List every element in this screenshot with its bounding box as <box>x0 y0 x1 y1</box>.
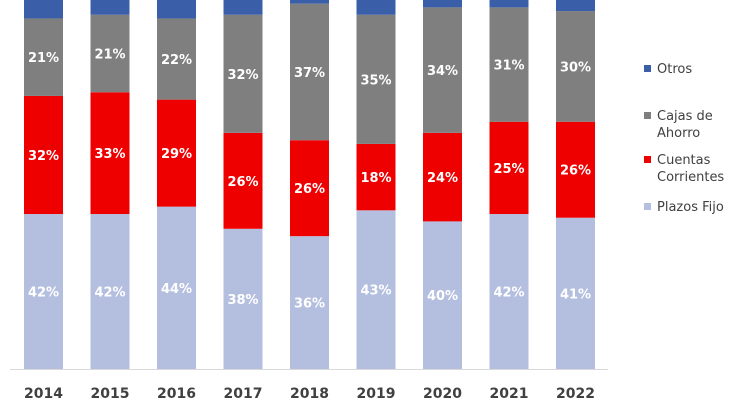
x-tick-label-2018: 2018 <box>290 386 329 402</box>
legend-swatch-cajas-de-ahorro <box>644 112 651 119</box>
data-label-cajas-de-ahorro-2015: 21% <box>94 48 125 63</box>
x-tick-label-2016: 2016 <box>157 386 196 402</box>
data-label-cajas-de-ahorro-2014: 21% <box>28 51 59 66</box>
data-label-cajas-de-ahorro-2016: 22% <box>161 53 192 68</box>
data-label-cuentas-corrientes-2016: 29% <box>161 147 192 162</box>
legend-swatch-plazos-fijo <box>644 203 651 210</box>
bar-plazos-fijo-2019 <box>356 210 396 369</box>
data-label-plazos-fijo-2017: 38% <box>227 293 258 308</box>
data-label-cuentas-corrientes-2020: 24% <box>427 171 458 186</box>
data-label-plazos-fijo-2018: 36% <box>294 297 325 312</box>
data-label-cuentas-corrientes-2022: 26% <box>560 164 591 179</box>
legend-label-plazos-fijo: Plazos Fijo <box>657 200 724 215</box>
x-tick-label-2022: 2022 <box>556 386 595 402</box>
x-tick-label-2021: 2021 <box>490 386 529 402</box>
bar-cuentas-corrientes-2017 <box>223 132 263 229</box>
data-label-plazos-fijo-2020: 40% <box>427 289 458 304</box>
x-axis-ticks: 2014 2015 2016 2017 2018 2019 2020 2021 2022 <box>24 386 595 402</box>
bar-cuentas-corrientes-2022 <box>556 121 595 218</box>
bar-otros-2019 <box>356 0 396 15</box>
data-label-cuentas-corrientes-2017: 26% <box>227 175 258 190</box>
bar-cajas-de-ahorro-2016 <box>157 18 196 100</box>
bar-cajas-de-ahorro-2020 <box>423 7 462 133</box>
legend: Otros Cajas de Ahorro Cuentas Corrientes Plaz… <box>644 62 724 215</box>
data-label-cuentas-corrientes-2014: 32% <box>28 149 59 164</box>
bar-plazos-fijo-2018 <box>290 236 329 369</box>
legend-swatch-otros <box>644 65 651 72</box>
x-tick-label-2019: 2019 <box>357 386 396 402</box>
legend-label-cajas-de-ahorro-line-2: Ahorro <box>657 126 700 141</box>
x-tick-label-2020: 2020 <box>423 386 462 402</box>
bar-otros-2015 <box>90 0 130 15</box>
bar-otros-2022 <box>556 0 595 12</box>
x-tick-label-2015: 2015 <box>91 386 130 402</box>
bar-cajas-de-ahorro-2017 <box>223 14 263 133</box>
bar-cuentas-corrientes-2015 <box>90 92 130 215</box>
bar-cuentas-corrientes-2016 <box>157 99 196 207</box>
legend-label-otros: Otros <box>657 62 692 77</box>
bar-otros-2014 <box>24 0 63 19</box>
bar-otros-2018 <box>290 0 329 4</box>
legend-label-cuentas-corrientes-line-2: Corrientes <box>657 170 724 185</box>
bar-plazos-fijo-2014 <box>24 214 63 369</box>
bar-cajas-de-ahorro-2018 <box>290 3 329 141</box>
bar-otros-2017 <box>223 0 263 15</box>
data-label-cajas-de-ahorro-2017: 32% <box>227 68 258 83</box>
bar-cajas-de-ahorro-2022 <box>556 11 595 122</box>
data-label-cajas-de-ahorro-2020: 34% <box>427 64 458 79</box>
data-label-plazos-fijo-2019: 43% <box>360 284 391 299</box>
data-label-plazos-fijo-2015: 42% <box>94 286 125 301</box>
data-label-plazos-fijo-2016: 44% <box>161 282 192 297</box>
data-label-cajas-de-ahorro-2022: 30% <box>560 60 591 75</box>
bar-otros-2021 <box>489 0 529 8</box>
bar-cuentas-corrientes-2014 <box>24 95 63 215</box>
bar-cuentas-corrientes-2018 <box>290 140 329 237</box>
bar-cuentas-corrientes-2019 <box>356 143 396 211</box>
bar-cajas-de-ahorro-2014 <box>24 18 63 96</box>
bar-cajas-de-ahorro-2019 <box>356 14 396 144</box>
bars-group: 42% 32% 21% 42% 33% 21% 44% 29% 22% 38% 26% 32% 36% 2… <box>24 0 595 369</box>
bar-plazos-fijo-2017 <box>223 228 263 369</box>
bar-plazos-fijo-2015 <box>90 214 130 369</box>
legend-label-cuentas-corrientes-line-1: Cuentas <box>657 153 711 168</box>
bar-cajas-de-ahorro-2021 <box>489 7 529 122</box>
bar-cuentas-corrientes-2021 <box>489 121 529 215</box>
data-label-cajas-de-ahorro-2021: 31% <box>493 59 524 74</box>
bar-cuentas-corrientes-2020 <box>423 132 462 222</box>
data-label-cajas-de-ahorro-2019: 35% <box>360 73 391 88</box>
data-label-cuentas-corrientes-2019: 18% <box>360 171 391 186</box>
bar-otros-2016 <box>157 0 196 19</box>
data-label-cuentas-corrientes-2018: 26% <box>294 182 325 197</box>
bar-plazos-fijo-2016 <box>157 206 196 369</box>
bar-otros-2020 <box>423 0 462 8</box>
data-label-cuentas-corrientes-2021: 25% <box>493 162 524 177</box>
x-tick-label-2017: 2017 <box>224 386 263 402</box>
bar-plazos-fijo-2021 <box>489 214 529 369</box>
data-label-plazos-fijo-2014: 42% <box>28 286 59 301</box>
data-label-cuentas-corrientes-2015: 33% <box>94 147 125 162</box>
data-label-cajas-de-ahorro-2018: 37% <box>294 66 325 81</box>
bar-cajas-de-ahorro-2015 <box>90 14 130 93</box>
bar-plazos-fijo-2020 <box>423 221 462 369</box>
bar-plazos-fijo-2022 <box>556 217 595 369</box>
legend-label-cajas-de-ahorro-line-1: Cajas de <box>657 109 713 124</box>
x-tick-label-2014: 2014 <box>24 386 63 402</box>
legend-swatch-cuentas-corrientes <box>644 156 651 163</box>
data-label-plazos-fijo-2022: 41% <box>560 287 591 302</box>
data-label-plazos-fijo-2021: 42% <box>493 286 524 301</box>
